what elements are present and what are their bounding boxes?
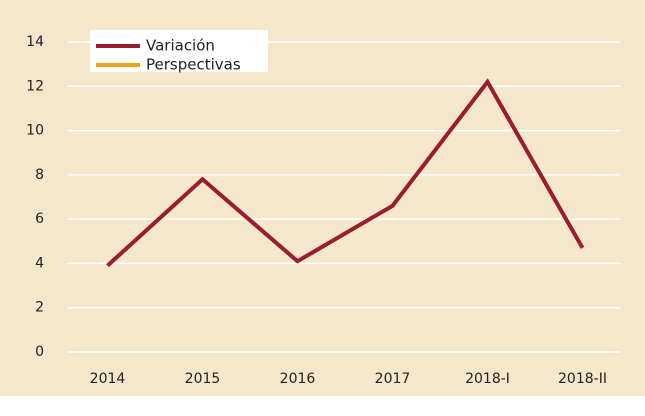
y-tick-label: 2 [35, 300, 44, 316]
y-tick-label: 8 [35, 167, 44, 183]
x-tick-label: 2014 [90, 371, 126, 387]
line-series [106, 78, 585, 268]
y-tick-label: 12 [26, 78, 44, 94]
legend-label: Variación [146, 37, 215, 55]
x-tick-label: 2018-I [465, 371, 510, 387]
x-tick-label: 2015 [185, 371, 221, 387]
y-tick-label: 0 [35, 344, 44, 360]
y-tick-label: 4 [35, 255, 44, 271]
x-tick-label: 2018-II [558, 371, 607, 387]
legend-label: Perspectivas [146, 56, 241, 74]
y-tick-label: 10 [26, 123, 44, 139]
y-tick-label: 6 [35, 211, 44, 227]
x-tick-label: 2016 [280, 371, 316, 387]
y-tick-label: 14 [26, 34, 44, 50]
x-tick-label: 2017 [375, 371, 411, 387]
